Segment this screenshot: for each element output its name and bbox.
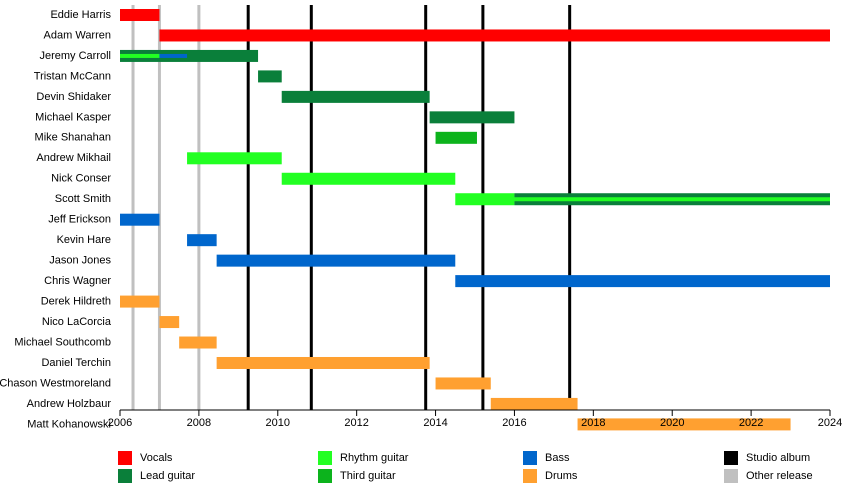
legend-label: Vocals (140, 452, 173, 464)
secondary-role-bar (514, 197, 830, 202)
legend-swatch (724, 469, 738, 483)
member-label: Nico LaCorcia (42, 316, 112, 328)
member-label: Tristan McCann (34, 70, 111, 82)
legend-label: Bass (545, 452, 570, 464)
role-bar (120, 213, 160, 226)
role-bar (187, 234, 217, 247)
legend-label: Rhythm guitar (340, 452, 409, 464)
member-label: Mike Shanahan (35, 132, 111, 144)
member-label: Michael Southcomb (14, 336, 111, 348)
x-tick-label: 2024 (818, 417, 842, 429)
legend-label: Studio album (746, 452, 810, 464)
legend-label: Third guitar (340, 470, 396, 482)
member-label: Jeremy Carroll (39, 50, 111, 62)
role-bar (216, 356, 430, 369)
role-bar (159, 29, 830, 42)
member-label: Andrew Mikhail (36, 152, 111, 164)
role-bar (435, 377, 491, 390)
role-bar (120, 9, 160, 21)
legend-swatch (523, 469, 537, 483)
member-label: Andrew Holzbaur (27, 398, 112, 410)
role-bar (281, 90, 430, 103)
member-label: Jason Jones (49, 255, 111, 267)
member-label: Daniel Terchin (41, 357, 111, 369)
legend-label: Drums (545, 470, 578, 482)
x-tick-label: 2022 (739, 417, 763, 429)
legend-swatch (724, 451, 738, 465)
role-bar (179, 336, 217, 349)
role-bar (455, 275, 830, 288)
legend-label: Lead guitar (140, 470, 195, 482)
member-label: Devin Shidaker (36, 91, 111, 103)
member-label: Chason Westmoreland (0, 377, 111, 389)
member-label: Chris Wagner (44, 275, 111, 287)
member-label: Matt Kohanowski (27, 418, 111, 430)
legend-label: Other release (746, 470, 813, 482)
role-bar (120, 49, 259, 62)
role-bar (577, 418, 791, 431)
member-label: Michael Kasper (35, 111, 111, 123)
member-label: Nick Conser (51, 173, 111, 185)
role-bar (187, 152, 282, 165)
role-bar (159, 316, 180, 329)
member-label: Scott Smith (55, 193, 111, 205)
member-label: Adam Warren (44, 29, 111, 41)
role-bar (216, 254, 456, 267)
member-label: Derek Hildreth (41, 295, 111, 307)
member-label: Eddie Harris (50, 9, 111, 21)
role-bar (429, 111, 515, 124)
legend-swatch (118, 469, 132, 483)
role-bar (490, 397, 578, 410)
member-label: Kevin Hare (57, 234, 111, 246)
legend-swatch (318, 451, 332, 465)
x-tick-label: 2020 (660, 417, 684, 429)
secondary-role-bar (120, 53, 160, 58)
x-tick-label: 2018 (581, 417, 605, 429)
role-bar (455, 193, 515, 206)
x-tick-label: 2006 (108, 417, 132, 429)
x-tick-label: 2010 (266, 417, 290, 429)
role-bar (120, 295, 160, 308)
x-tick-label: 2014 (423, 417, 447, 429)
secondary-role-bar (159, 53, 188, 58)
legend-swatch (118, 451, 132, 465)
legend-swatch (523, 451, 537, 465)
role-bar (281, 172, 456, 185)
legend-swatch (318, 469, 332, 483)
role-bar (258, 70, 282, 83)
x-tick-label: 2008 (187, 417, 211, 429)
role-bar (435, 131, 477, 144)
member-label: Jeff Erickson (48, 214, 111, 226)
x-tick-label: 2016 (502, 417, 526, 429)
x-tick-label: 2012 (344, 417, 368, 429)
